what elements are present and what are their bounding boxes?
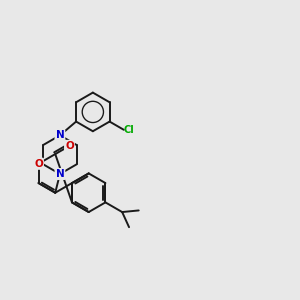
Text: O: O xyxy=(34,159,43,169)
Text: O: O xyxy=(34,159,43,169)
Text: N: N xyxy=(56,169,64,179)
Text: N: N xyxy=(56,130,64,140)
Text: Cl: Cl xyxy=(124,125,134,135)
Text: O: O xyxy=(65,141,74,151)
